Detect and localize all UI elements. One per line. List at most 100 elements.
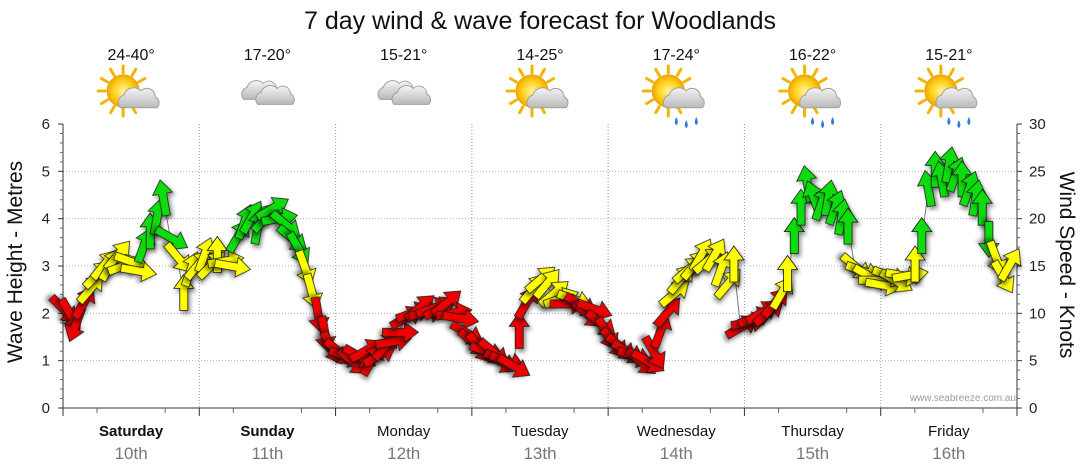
sun-ray [539,67,546,77]
right-tick-label: 5 [1029,353,1037,370]
sun-ray [654,105,661,115]
sun-ray [790,67,798,77]
day-name: Saturday [99,423,164,440]
sun-cloud-rain-icon [778,64,842,128]
rain-drop [674,117,678,125]
right-tick-label: 15 [1029,258,1046,275]
sun-ray [926,67,934,77]
sun-ray [675,67,683,77]
wind-arrow [163,241,191,273]
day-temperature: 16-22° [789,47,836,64]
day-name: Wednesday [637,423,716,440]
wind-arrow [508,311,530,349]
wind-arrow [783,216,806,255]
cloud-icon [377,80,431,105]
wind-arrow [996,248,1022,283]
sun-ray [130,67,138,77]
wind-arrow [641,334,666,370]
right-tick-label: 25 [1029,163,1046,180]
wind-arrows [48,146,1022,378]
day-temperature: 24-40° [107,47,154,64]
rain-drop [684,120,688,128]
wind-arrow [119,261,158,283]
wind-arrow [904,245,926,283]
day-date: 16th [932,444,965,463]
left-tick-label: 3 [42,258,50,275]
right-tick-label: 20 [1029,211,1046,228]
day-name: Monday [377,423,431,440]
day-name: Tuesday [512,423,569,440]
left-axis-ticks: 0 1 2 3 4 5 6 [42,116,63,417]
day-date: 11th [252,444,284,463]
wind-arrow [837,207,859,245]
cloud-shape [117,87,160,109]
day-temperature: 17-24° [653,47,700,64]
sun-ray [926,105,934,115]
wind-arrow [213,256,252,278]
sun-ray [99,77,110,84]
sun-ray [790,105,798,115]
weather-row: 24-40° 17-20° 15-21° 14-25° 17-24° 16-22° 15-2… [96,47,978,128]
wind-arrow [911,216,933,255]
day-date: 12th [387,444,420,463]
day-labels: Saturday 10th Sunday 11th Monday 12th Tuesday 1… [99,423,970,463]
wind-arrow [430,290,462,318]
rain-drop [811,117,815,125]
wind-arrow [496,353,531,378]
sun-ray [781,98,791,105]
day-date: 13th [523,444,556,463]
right-tick-label: 0 [1029,400,1037,417]
sun-ray [818,77,828,84]
sun-ray [518,67,525,77]
cloud-shape [799,87,842,109]
sun-cloud-icon [505,64,569,118]
sun-ray [917,98,927,105]
cloud [117,87,160,109]
sun-ray [645,77,655,84]
left-tick-label: 0 [42,400,50,417]
cloud [799,87,842,128]
cloud-shape [391,85,431,105]
sun-ray [546,77,556,84]
sun-ray [508,98,518,105]
sun-ray [137,77,147,84]
day-temperature: 14-25° [516,47,563,64]
left-tick-label: 1 [42,353,50,370]
cloud [526,87,569,109]
day-date: 15th [796,444,829,463]
cloud-shape [935,87,978,109]
sun-cloud-rain-icon [641,64,705,128]
right-axis-ticks: 0 5 10 15 20 25 30 [1017,116,1046,417]
rain-drop [967,117,971,125]
wind-arrow [971,188,993,226]
cloud-front [391,85,431,105]
sun-cloud-rain-icon [914,64,978,128]
cloud-shape [662,87,705,109]
day-temperature: 17-20° [244,47,291,64]
sun-ray [518,105,525,115]
day-date: 14th [660,444,693,463]
left-tick-label: 6 [42,116,50,133]
day-temperature: 15-21° [925,47,972,64]
sun-cloud-icon [96,64,160,118]
cloud [935,87,978,128]
day-name: Thursday [781,423,844,440]
sun-ray [99,98,110,105]
wind-arrow [152,179,174,217]
rain-drop [947,117,951,125]
cloud-icon [241,80,295,105]
cloud-shape [255,85,295,105]
right-tick-label: 30 [1029,116,1046,133]
sun-ray [508,77,518,84]
left-axis-title: Wave Height - Metres [4,161,27,363]
sun-ray [109,67,116,77]
left-tick-label: 2 [42,305,50,322]
cloud-shape [526,87,569,109]
chart-title: 7 day wind & wave forecast for Woodlands [304,7,776,35]
rain-drop [821,120,825,128]
day-name: Sunday [240,423,295,440]
rain-drop [957,120,961,128]
watermark: www.seabreeze.com.au [909,393,1016,404]
left-tick-label: 4 [42,211,50,228]
